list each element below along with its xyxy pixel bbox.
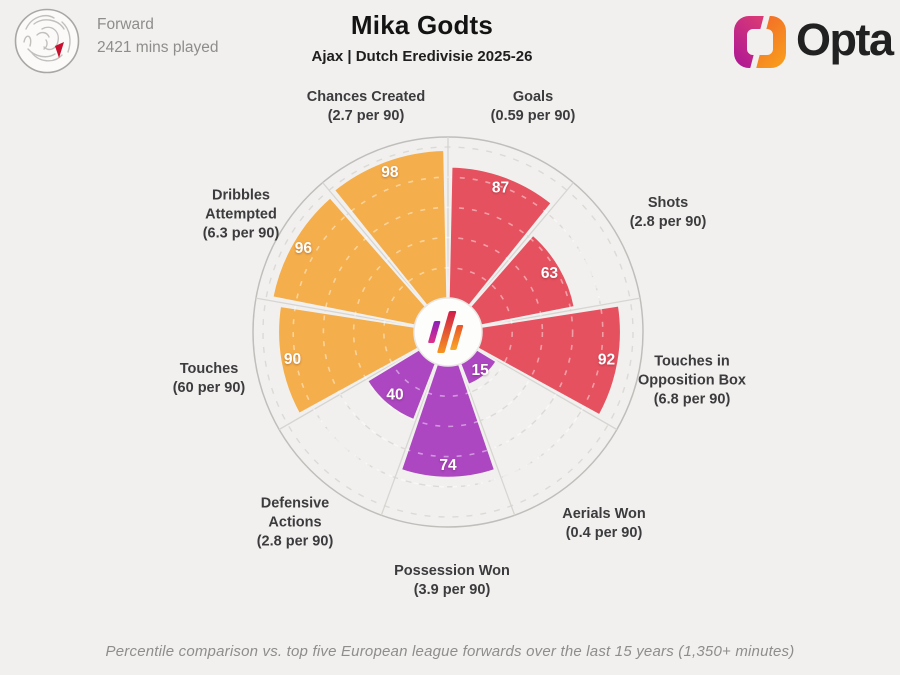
- center-hub: [413, 297, 483, 367]
- opta-stripes-icon: [428, 311, 464, 353]
- grid-ring-overlay-20: [382, 266, 513, 397]
- wedge-value-chances-created: 98: [381, 164, 399, 181]
- wedge-value-shots: 63: [541, 265, 559, 282]
- wedge-value-aerials-won: 15: [472, 362, 490, 379]
- axis-label-touches: Touches (60 per 90): [172, 361, 246, 396]
- wedge-value-dribbles-attempted: 96: [295, 240, 313, 257]
- wedge-value-touches-in-opposition-box: 92: [598, 351, 615, 368]
- player-minutes: 2421 mins played: [97, 39, 219, 56]
- opta-wordmark: Opta: [796, 14, 894, 65]
- axis-label-dribbles-attempted: Dribbles Attempted (6.3 per 90): [202, 187, 280, 242]
- wedge-value-defensive-actions: 40: [386, 387, 403, 404]
- sector-spoke: [278, 348, 419, 431]
- player-meta: Forward 2421 mins played: [97, 13, 219, 59]
- grid-ring-overlay-80: [292, 176, 604, 488]
- page-subtitle: Ajax | Dutch Eredivisie 2025-26: [311, 48, 533, 65]
- axis-label-touches-in-opposition-box: Touches in Opposition Box (6.8 per 90): [638, 353, 746, 408]
- grid-ring-overlay-60: [322, 206, 574, 458]
- ajax-crest-logo: [14, 8, 80, 74]
- sector-spoke: [477, 348, 618, 431]
- wedge-value-goals: 87: [492, 179, 509, 196]
- wedge-value-touches: 90: [284, 351, 301, 368]
- sector-spoke: [255, 297, 415, 327]
- grid-over-and-values: 87 63 92 15 74 40 90 96 98: [284, 164, 615, 488]
- sector-spoke: [459, 363, 516, 516]
- grid-ring-overlay-40: [352, 236, 544, 428]
- title-block: Mika Godts Ajax | Dutch Eredivisie 2025-…: [0, 10, 844, 65]
- axis-label-chances-created: Chances Created (2.7 per 90): [306, 89, 426, 124]
- axis-label-aerials-won: Aerials Won (0.4 per 90): [562, 506, 646, 541]
- page-title: Mika Godts: [350, 10, 494, 40]
- axis-label-possession-won: Possession Won (3.9 per 90): [394, 563, 510, 598]
- axis-label-defensive-actions: Defensive Actions (2.8 per 90): [256, 495, 334, 550]
- crest-red-accent: [55, 42, 64, 58]
- axis-label-shots: Shots (2.8 per 90): [629, 195, 707, 230]
- sector-spoke: [481, 297, 641, 327]
- sector-spoke: [469, 182, 574, 307]
- wedge-value-possession-won: 74: [439, 457, 457, 474]
- sector-spoke: [322, 182, 427, 307]
- player-position: Forward: [97, 16, 154, 33]
- sector-spoke: [380, 363, 437, 516]
- opta-logo-icon: [734, 16, 786, 68]
- axis-label-goals: Goals (0.59 per 90): [490, 89, 576, 124]
- footnote-caption: Percentile comparison vs. top five Europ…: [105, 643, 795, 660]
- opta-brand: Opta: [730, 12, 900, 72]
